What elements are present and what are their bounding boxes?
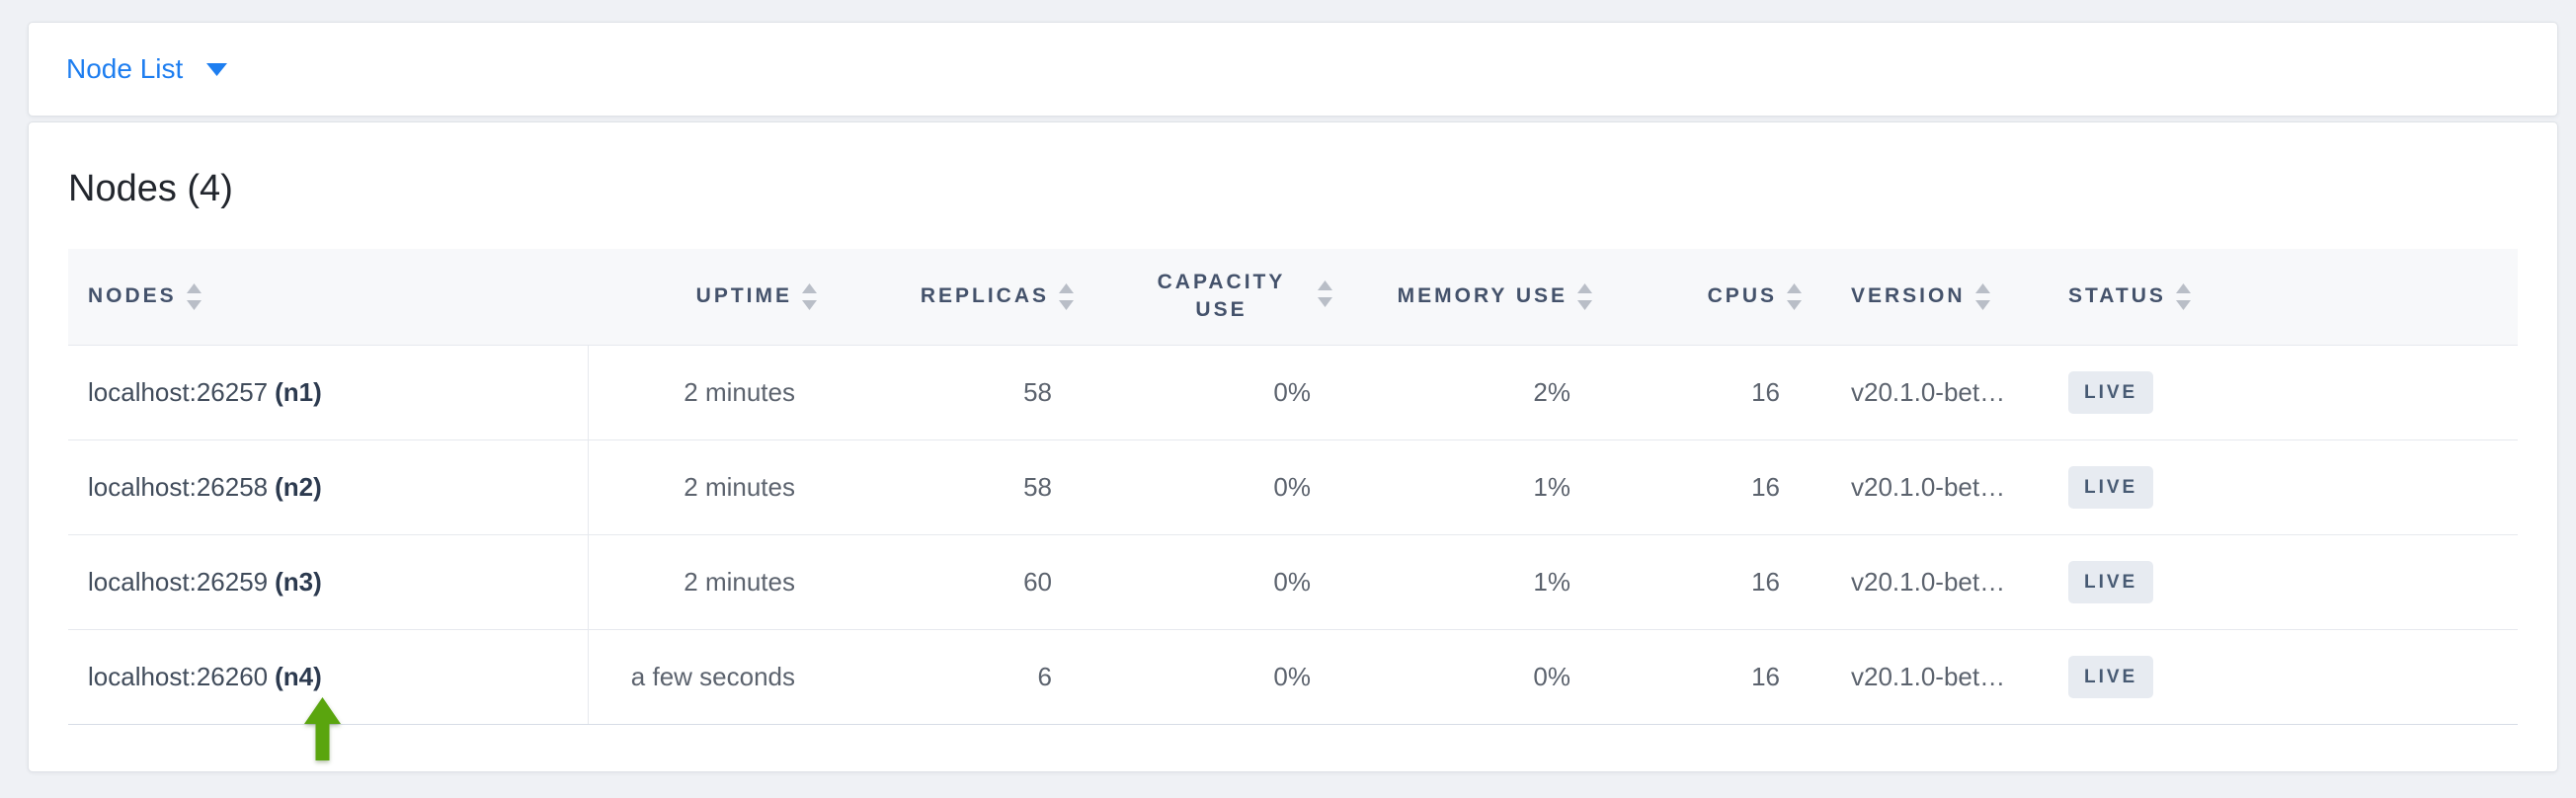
cell-version: v20.1.0-bet…: [1806, 345, 2041, 441]
page-dropdown[interactable]: Node List: [66, 53, 228, 84]
cell-nodes: localhost:26259 (n3): [68, 534, 589, 631]
cell-uptime: a few seconds: [588, 629, 821, 726]
sort-arrows-icon[interactable]: [186, 282, 201, 310]
column-label: CPUS: [1707, 284, 1777, 308]
cell-uptime: 2 minutes: [588, 345, 821, 441]
cell-replicas: 58: [821, 345, 1078, 441]
cell-capacity-use: 0%: [1078, 345, 1336, 441]
cell-replicas: 60: [821, 534, 1078, 631]
node-address-link[interactable]: localhost:26258: [88, 472, 269, 503]
cell-capacity-use: 0%: [1078, 629, 1336, 726]
node-row[interactable]: localhost:26258 (n2) 2 minutes 58 0% 1% 16 v20.…: [68, 439, 2518, 536]
caret-down-icon: [206, 62, 228, 76]
cell-capacity-use: 0%: [1078, 534, 1336, 631]
status-badge: LIVE: [2068, 466, 2154, 510]
node-address-link[interactable]: localhost:26260: [88, 662, 269, 692]
node-id: (n1): [275, 377, 322, 408]
node-address-link[interactable]: localhost:26257: [88, 377, 269, 408]
cell-nodes: localhost:26258 (n2): [68, 439, 589, 536]
column-label: STATUS: [2068, 284, 2166, 308]
sort-arrows-icon[interactable]: [1974, 282, 1990, 310]
cell-cpus: 16: [1596, 534, 1806, 631]
nodes-table: NODES UPTIME REPLICAS CAPACITY USE MEMORY US…: [68, 248, 2518, 726]
node-row[interactable]: localhost:26257 (n1) 2 minutes 58 0% 2% 16 v20.…: [68, 345, 2518, 441]
column-header-memory-use[interactable]: MEMORY USE: [1336, 248, 1596, 347]
sort-arrows-icon[interactable]: [2175, 282, 2191, 310]
node-row[interactable]: localhost:26260 (n4) a few seconds 6 0% 0% 16 v…: [68, 629, 2518, 726]
column-label: VERSION: [1851, 284, 1966, 308]
cell-capacity-use: 0%: [1078, 439, 1336, 536]
sort-arrows-icon[interactable]: [1577, 282, 1592, 310]
annotation-up-arrow-icon: [304, 697, 341, 760]
column-header-capacity-use[interactable]: CAPACITY USE: [1078, 248, 1336, 347]
cell-memory-use: 1%: [1336, 439, 1596, 536]
cell-memory-use: 1%: [1336, 534, 1596, 631]
sort-arrows-icon[interactable]: [1787, 282, 1802, 310]
status-badge: LIVE: [2068, 656, 2154, 699]
cell-version: v20.1.0-bet…: [1806, 439, 2041, 536]
column-header-cpus[interactable]: CPUS: [1596, 248, 1806, 347]
status-badge: LIVE: [2068, 371, 2154, 415]
cell-replicas: 58: [821, 439, 1078, 536]
cell-cpus: 16: [1596, 629, 1806, 726]
sort-arrows-icon[interactable]: [802, 282, 817, 310]
cell-status: LIVE: [2041, 629, 2518, 726]
cell-version: v20.1.0-bet…: [1806, 629, 2041, 726]
cell-uptime: 2 minutes: [588, 534, 821, 631]
cell-status: LIVE: [2041, 534, 2518, 631]
cell-memory-use: 0%: [1336, 629, 1596, 726]
node-row[interactable]: localhost:26259 (n3) 2 minutes 60 0% 1% 16 v20.…: [68, 534, 2518, 631]
cell-cpus: 16: [1596, 345, 1806, 441]
cell-nodes: localhost:26257 (n1): [68, 345, 589, 441]
column-label: MEMORY USE: [1397, 284, 1568, 308]
node-address-link[interactable]: localhost:26259: [88, 567, 269, 598]
table-header-row: NODES UPTIME REPLICAS CAPACITY USE MEMORY US…: [68, 248, 2518, 347]
page-title: Nodes (4): [68, 168, 233, 209]
node-id: (n2): [275, 472, 322, 503]
page-selector-bar: Node List: [28, 22, 2558, 117]
cell-replicas: 6: [821, 629, 1078, 726]
cell-status: LIVE: [2041, 439, 2518, 536]
column-header-uptime[interactable]: UPTIME: [588, 248, 821, 347]
cell-memory-use: 2%: [1336, 345, 1596, 441]
column-header-status[interactable]: STATUS: [2041, 248, 2518, 347]
column-label: NODES: [88, 284, 177, 308]
page-dropdown-label: Node List: [66, 53, 184, 84]
column-header-version[interactable]: VERSION: [1806, 248, 2041, 347]
sort-arrows-icon[interactable]: [1318, 280, 1332, 308]
cell-version: v20.1.0-bet…: [1806, 534, 2041, 631]
column-header-nodes[interactable]: NODES: [68, 248, 588, 347]
column-header-replicas[interactable]: REPLICAS: [821, 248, 1078, 347]
node-id: (n4): [275, 662, 322, 692]
column-label: UPTIME: [695, 284, 792, 308]
column-label: CAPACITY USE: [1157, 271, 1286, 322]
cell-cpus: 16: [1596, 439, 1806, 536]
nodes-panel: Nodes (4) NODES UPTIME REPLICAS CAPACITY US…: [28, 121, 2558, 772]
sort-arrows-icon[interactable]: [1059, 282, 1074, 310]
cell-status: LIVE: [2041, 345, 2518, 441]
column-label: REPLICAS: [920, 284, 1049, 308]
cell-uptime: 2 minutes: [588, 439, 821, 536]
status-badge: LIVE: [2068, 561, 2154, 604]
node-id: (n3): [275, 567, 322, 598]
